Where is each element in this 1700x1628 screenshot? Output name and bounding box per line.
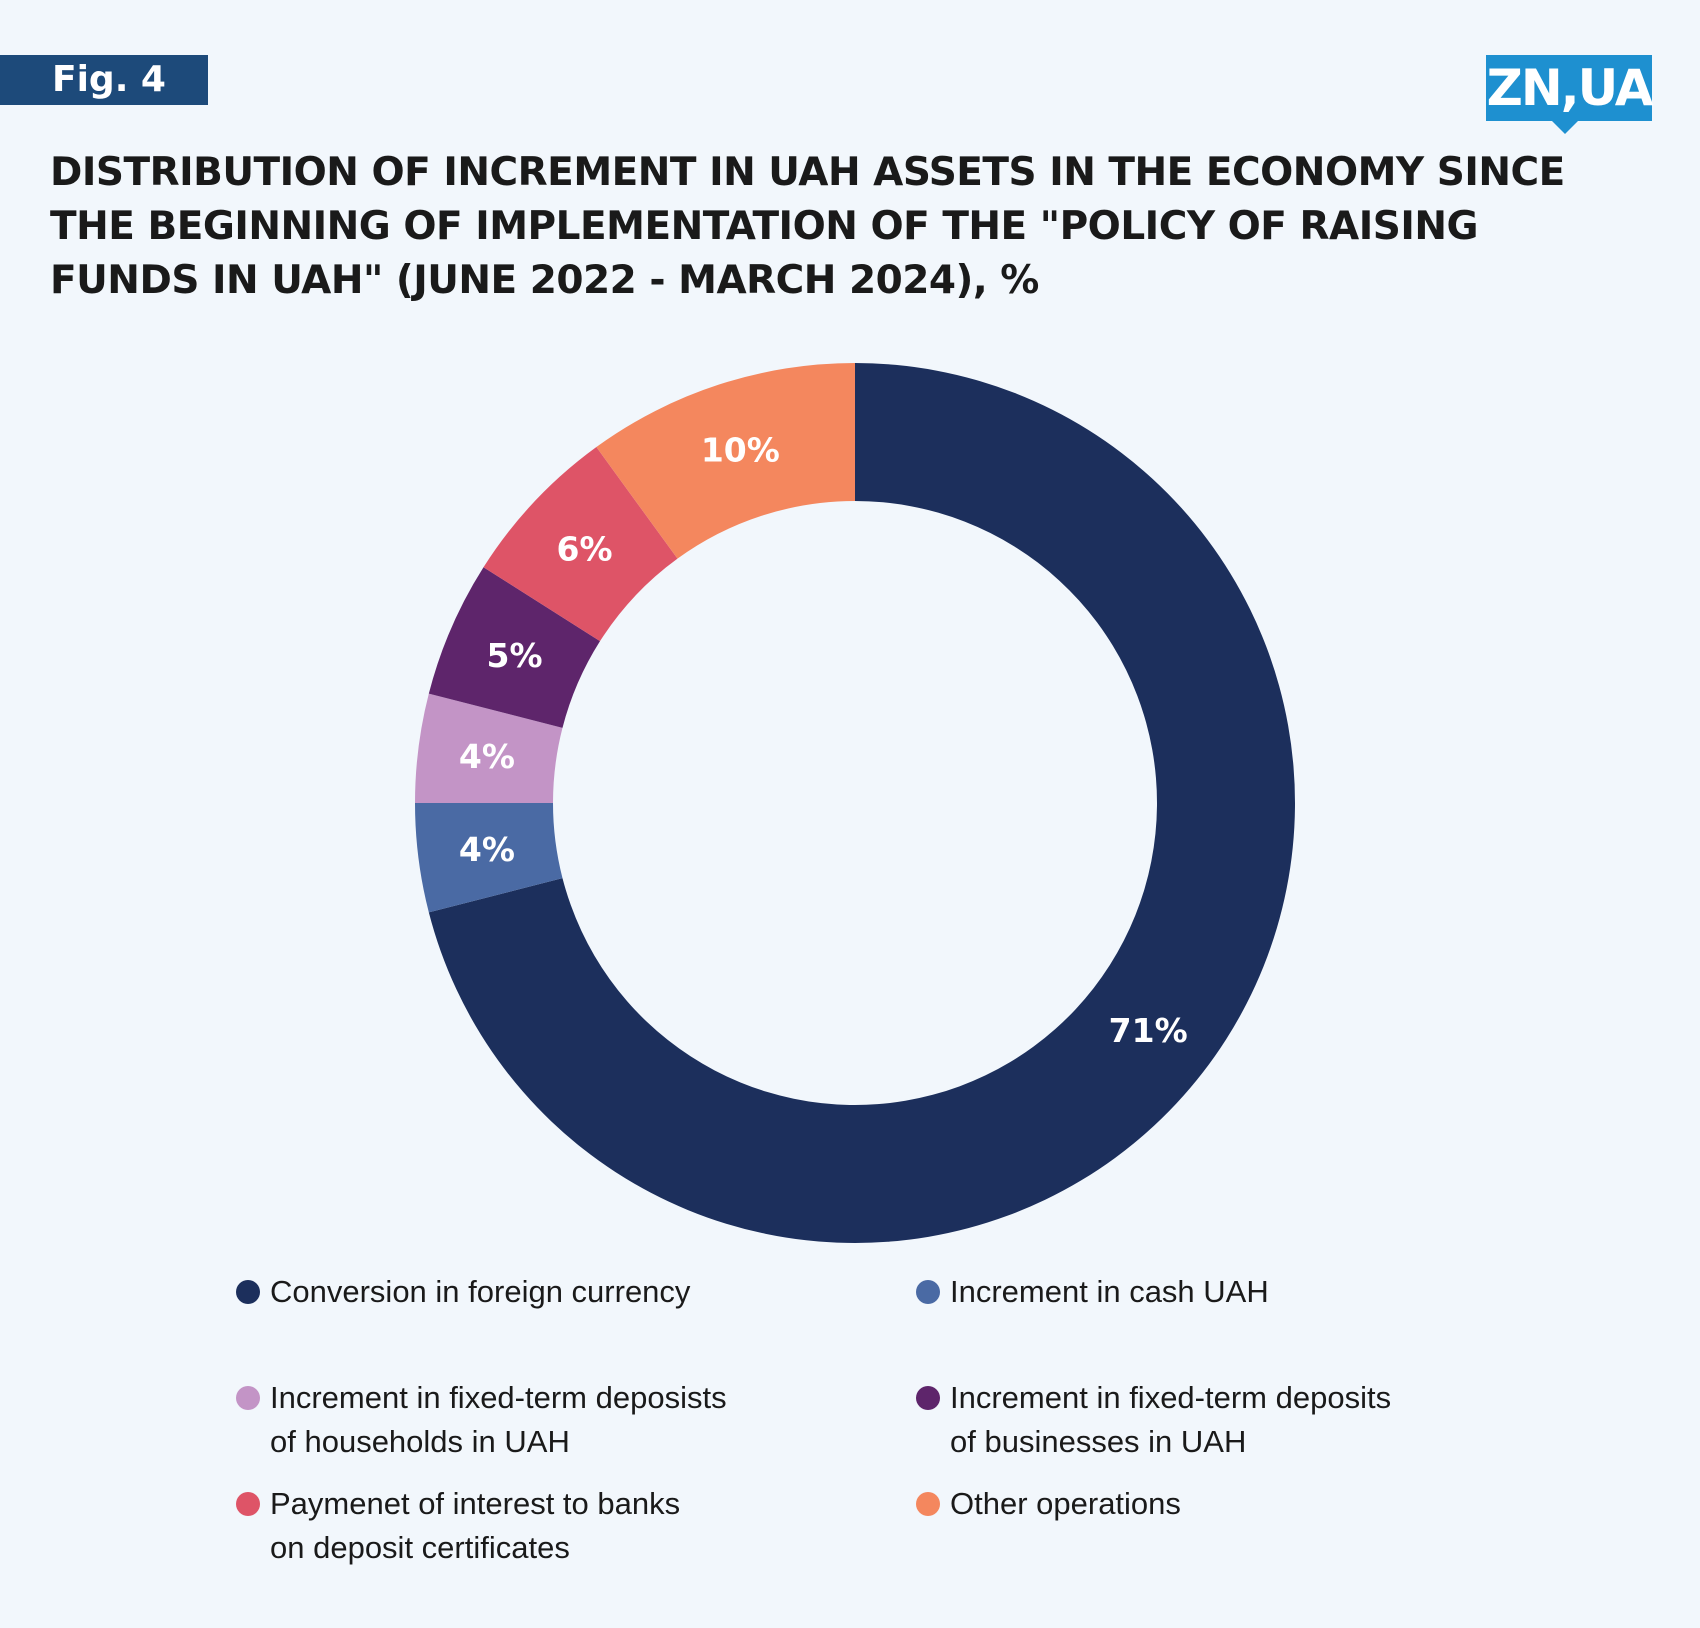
- legend-swatch: [916, 1280, 940, 1304]
- donut-slice-2: [415, 693, 563, 803]
- legend-label: Paymenet of interest to banks on deposit…: [270, 1486, 681, 1565]
- logo-speech-tail: [1551, 120, 1579, 134]
- legend-item-2: Increment in fixed-term deposists of hou…: [236, 1376, 727, 1464]
- donut-slice-4: [483, 447, 678, 642]
- legend-item-1: Increment in cash UAH: [916, 1270, 1269, 1314]
- legend-swatch: [236, 1280, 260, 1304]
- slice-value-label-0: 71%: [1109, 1011, 1188, 1050]
- donut-slice-1: [415, 803, 563, 913]
- slice-value-label-2: 4%: [459, 737, 515, 776]
- legend-label: Increment in fixed-term deposists of hou…: [270, 1380, 727, 1459]
- zn-ua-logo: ZN,UA: [1486, 55, 1653, 121]
- donut-slice-0: [428, 363, 1296, 1243]
- legend-item-4: Paymenet of interest to banks on deposit…: [236, 1482, 680, 1570]
- legend-item-5: Other operations: [916, 1482, 1181, 1526]
- donut-slice-5: [596, 363, 855, 559]
- figure-number-label: Fig. 4: [0, 55, 208, 105]
- legend-swatch: [236, 1386, 260, 1410]
- slice-value-label-1: 4%: [459, 830, 515, 869]
- donut-slice-3: [428, 567, 601, 728]
- slice-value-label-4: 6%: [557, 530, 613, 569]
- legend-item-3: Increment in fixed-term deposits of busi…: [916, 1376, 1391, 1464]
- legend-swatch: [236, 1492, 260, 1516]
- legend-swatch: [916, 1386, 940, 1410]
- legend-label: Increment in cash UAH: [950, 1274, 1269, 1309]
- legend-label: Conversion in foreign currency: [270, 1274, 691, 1309]
- legend-label: Increment in fixed-term deposits of busi…: [950, 1380, 1392, 1459]
- donut-chart: 71% 4% 4% 5% 6% 10%: [415, 363, 1296, 1243]
- chart-title: DISTRIBUTION OF INCREMENT IN UAH ASSETS …: [50, 150, 1565, 303]
- legend-label: Other operations: [950, 1486, 1181, 1521]
- legend-swatch: [916, 1492, 940, 1516]
- slice-value-label-5: 10%: [701, 431, 780, 470]
- slice-value-label-3: 5%: [486, 636, 542, 675]
- legend-item-0: Conversion in foreign currency: [236, 1270, 690, 1314]
